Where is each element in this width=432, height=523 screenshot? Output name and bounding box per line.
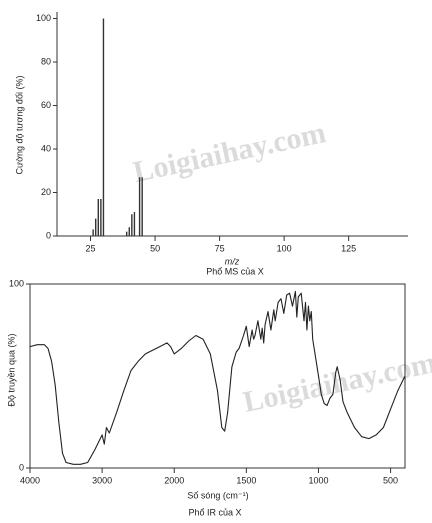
x-tick-label: 25 bbox=[86, 243, 96, 253]
y-tick-label: 60 bbox=[41, 100, 51, 110]
x-tick-label: 2000 bbox=[164, 475, 184, 485]
watermark: Loigiaihay.com bbox=[240, 346, 432, 419]
spectrum-line bbox=[29, 290, 406, 465]
peak bbox=[133, 212, 136, 236]
y-tick-label: 0 bbox=[46, 230, 51, 240]
ms-y-label: Cường độ tương đối (%) bbox=[14, 76, 24, 175]
x-tick-label: 1500 bbox=[236, 475, 256, 485]
y-tick-label: 40 bbox=[41, 143, 51, 153]
peak bbox=[131, 214, 133, 236]
watermark: Loigiaihay.com bbox=[130, 116, 328, 189]
y-tick-label: 100 bbox=[36, 13, 51, 23]
ms-title: Phổ MS của X bbox=[206, 266, 264, 276]
x-tick-label: 100 bbox=[277, 243, 292, 253]
y-tick-label: 80 bbox=[41, 56, 51, 66]
ir-y-label: Độ truyền qua (%) bbox=[6, 333, 16, 406]
peak bbox=[100, 199, 102, 236]
peak bbox=[125, 231, 128, 236]
y-tick-label: 0 bbox=[19, 462, 24, 472]
ir-x-label: Số sóng (cm⁻¹) bbox=[187, 490, 248, 500]
x-tick-label: 125 bbox=[341, 243, 356, 253]
y-tick-label: 20 bbox=[41, 187, 51, 197]
x-tick-label: 50 bbox=[150, 243, 160, 253]
x-tick-label: 75 bbox=[215, 243, 225, 253]
peak bbox=[92, 229, 94, 236]
peak bbox=[97, 199, 99, 236]
peak bbox=[141, 177, 143, 236]
x-tick-label: 3000 bbox=[92, 475, 112, 485]
peak bbox=[102, 18, 105, 236]
y-tick-label: 100 bbox=[9, 278, 24, 288]
x-tick-label: 1000 bbox=[308, 475, 328, 485]
ms-x-label: m/z bbox=[225, 256, 240, 266]
peak bbox=[128, 227, 130, 236]
peak bbox=[95, 218, 97, 236]
peak bbox=[138, 177, 141, 236]
x-tick-label: 500 bbox=[383, 475, 398, 485]
ir-title: Phổ IR của X bbox=[188, 507, 241, 517]
x-tick-label: 4000 bbox=[20, 475, 40, 485]
